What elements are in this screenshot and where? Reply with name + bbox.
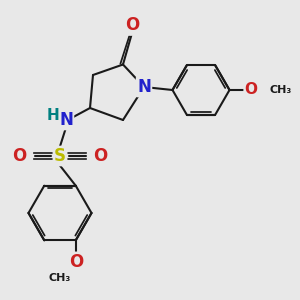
Text: H: H [46, 108, 59, 123]
Text: CH₃: CH₃ [270, 85, 292, 95]
Text: N: N [137, 78, 151, 96]
Text: O: O [244, 82, 258, 98]
Text: O: O [125, 16, 139, 34]
Text: O: O [69, 253, 83, 271]
Text: CH₃: CH₃ [48, 273, 70, 283]
Text: O: O [93, 147, 108, 165]
Text: S: S [54, 147, 66, 165]
Text: N: N [59, 111, 73, 129]
Text: O: O [12, 147, 27, 165]
